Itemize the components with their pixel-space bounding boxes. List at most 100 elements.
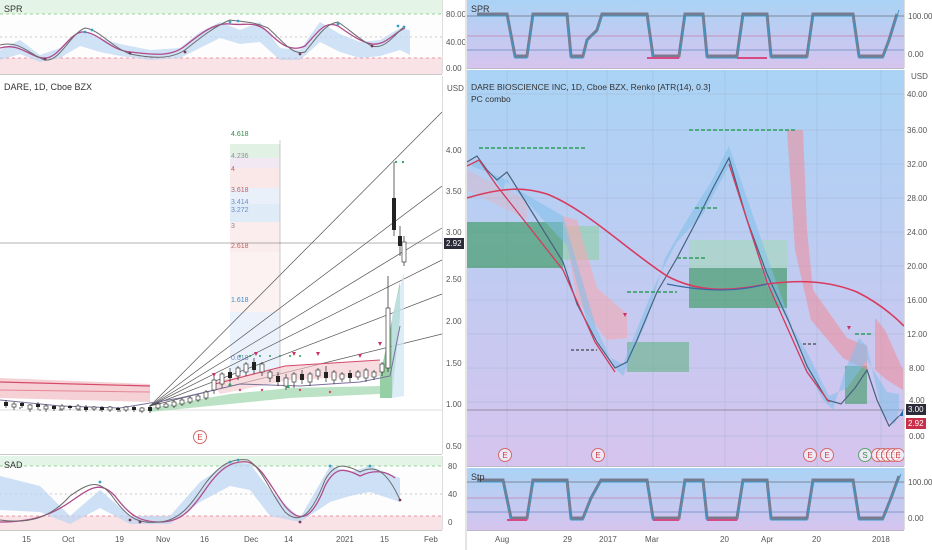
left-spr-tick: 40.00 (446, 38, 465, 47)
left-last-price-badge: 2.92 (444, 238, 464, 249)
right-main-subtitle: PC combo (471, 94, 511, 104)
left-main-plot: 4.618 4.236 4 3.618 3.414 3.272 3 2.618 … (0, 76, 442, 454)
right-stp-plot (467, 468, 904, 530)
left-sad-tick: 0 (448, 518, 453, 527)
left-time-tick: Nov (156, 535, 171, 544)
right-main-pane[interactable]: DARE BIOSCIENCE INC, 1D, Cboe BZX, Renko… (467, 70, 904, 467)
left-spr-label: SPR (4, 4, 23, 14)
right-time-tick: Apr (761, 535, 774, 544)
left-sad-pane[interactable]: SAD (0, 456, 442, 531)
right-stp-tick: 100.00 (908, 478, 932, 487)
right-price-tick: 12.00 (907, 330, 928, 339)
fib-level-label: 3.414 (231, 199, 249, 206)
right-earnings-marker[interactable]: E (891, 448, 904, 462)
left-time-tick: 19 (115, 535, 124, 544)
right-price-badge: 3.00 (906, 404, 926, 415)
right-time-tick: Aug (495, 535, 510, 544)
fib-level-label: 4.618 (231, 131, 249, 138)
left-price-tick: 4.00 (446, 146, 462, 155)
right-price-tick: 20.00 (907, 262, 928, 271)
left-sad-label: SAD (4, 460, 23, 470)
left-chart-panel[interactable]: SPR 80.00 40.00 0.00 4.618 4.236 4 (0, 0, 465, 550)
left-sad-tick: 40 (448, 490, 457, 499)
right-stp-pane[interactable]: Stp (467, 468, 904, 531)
left-earnings-marker[interactable]: E (193, 430, 207, 444)
left-sad-tick: 80 (448, 462, 457, 471)
right-price-tick: 24.00 (907, 228, 928, 237)
right-earnings-marker[interactable]: E (591, 448, 605, 462)
right-spr-plot (467, 0, 904, 68)
left-price-tick: 1.50 (446, 359, 462, 368)
right-price-tick: 28.00 (907, 194, 928, 203)
right-price-tick: 32.00 (907, 160, 928, 169)
chart-divider (465, 0, 467, 550)
right-time-tick: 29 (563, 535, 572, 544)
left-candles (4, 162, 407, 413)
left-time-tick: 14 (284, 535, 293, 544)
left-time-tick: 16 (200, 535, 209, 544)
fib-level-label: 1.618 (231, 297, 249, 304)
left-currency-label: USD (447, 84, 464, 93)
right-spr-label: SPR (471, 4, 490, 14)
right-price-tick: 8.00 (909, 364, 925, 373)
left-spr-plot (0, 0, 442, 74)
left-main-title: DARE, 1D, Cboe BZX (4, 82, 93, 92)
right-price-tick: 40.00 (907, 90, 928, 99)
fib-level-label: 4 (231, 166, 235, 173)
right-stp-label: Stp (471, 472, 485, 482)
right-spr-tick: 0.00 (908, 50, 924, 59)
right-price-tick: 36.00 (907, 126, 928, 135)
right-currency-label: USD (911, 72, 928, 81)
left-spr-pane[interactable]: SPR (0, 0, 442, 75)
right-spr-axis[interactable]: 100.00 0.00 (904, 0, 932, 68)
left-price-tick: 2.00 (446, 317, 462, 326)
right-main-axis[interactable]: USD 40.00 36.00 32.00 28.00 24.00 20.00 … (904, 70, 932, 466)
fib-level-label: 3 (231, 223, 235, 230)
right-price-tick: 4.00 (909, 396, 925, 405)
left-time-tick: Feb (424, 535, 438, 544)
left-spr-tick: 80.00 (446, 10, 465, 19)
left-main-pane[interactable]: 4.618 4.236 4 3.618 3.414 3.272 3 2.618 … (0, 76, 442, 455)
left-price-tick: 3.00 (446, 228, 462, 237)
left-main-axis[interactable]: USD 4.00 3.50 3.00 2.50 2.00 1.50 1.00 0… (442, 76, 465, 454)
left-sad-plot (0, 456, 442, 530)
left-price-tick: 0.50 (446, 442, 462, 451)
right-time-tick: 20 (720, 535, 729, 544)
right-time-tick: 2017 (599, 535, 617, 544)
right-split-marker[interactable]: S (858, 448, 872, 462)
left-price-tick: 3.50 (446, 187, 462, 196)
right-earnings-marker[interactable]: E (803, 448, 817, 462)
fib-level-label: 3.272 (231, 207, 249, 214)
right-stp-tick: 0.00 (908, 514, 924, 523)
left-price-tick: 2.50 (446, 275, 462, 284)
right-price-tick: 0.00 (909, 432, 925, 441)
right-main-plot (467, 70, 904, 466)
left-price-tick: 1.00 (446, 400, 462, 409)
left-time-tick: 15 (22, 535, 31, 544)
left-time-tick: Oct (62, 535, 75, 544)
right-main-title: DARE BIOSCIENCE INC, 1D, Cboe BZX, Renko… (471, 82, 711, 92)
fib-level-label: 0.618 (231, 355, 249, 362)
right-price-tick: 16.00 (907, 296, 928, 305)
left-time-tick: 2021 (336, 535, 354, 544)
right-time-tick: 20 (812, 535, 821, 544)
fib-level-label: 4.236 (231, 153, 249, 160)
right-spr-tick: 100.00 (908, 12, 932, 21)
right-stp-axis[interactable]: 100.00 0.00 (904, 468, 932, 530)
right-time-tick: 2018 (872, 535, 890, 544)
left-spr-axis[interactable]: 80.00 40.00 0.00 (442, 0, 465, 74)
right-time-tick: Mar (645, 535, 659, 544)
right-spr-pane[interactable]: SPR (467, 0, 904, 69)
left-spr-tick: 0.00 (446, 64, 462, 73)
right-time-axis[interactable]: Aug 29 2017 Mar 20 Apr 20 2018 (467, 531, 932, 550)
right-earnings-marker[interactable]: E (820, 448, 834, 462)
left-time-tick: 15 (380, 535, 389, 544)
fib-level-label: 2.618 (231, 243, 249, 250)
right-chart-panel[interactable]: SPR 100.00 0.00 (467, 0, 932, 550)
left-sad-axis[interactable]: 80 40 0 (442, 456, 465, 530)
right-earnings-marker[interactable]: E (498, 448, 512, 462)
fib-level-label: 3.618 (231, 187, 249, 194)
left-time-axis[interactable]: 15 Oct 19 Nov 16 Dec 14 2021 15 Feb (0, 531, 465, 550)
left-time-tick: Dec (244, 535, 259, 544)
right-last-price-badge: 2.92 (906, 418, 926, 429)
